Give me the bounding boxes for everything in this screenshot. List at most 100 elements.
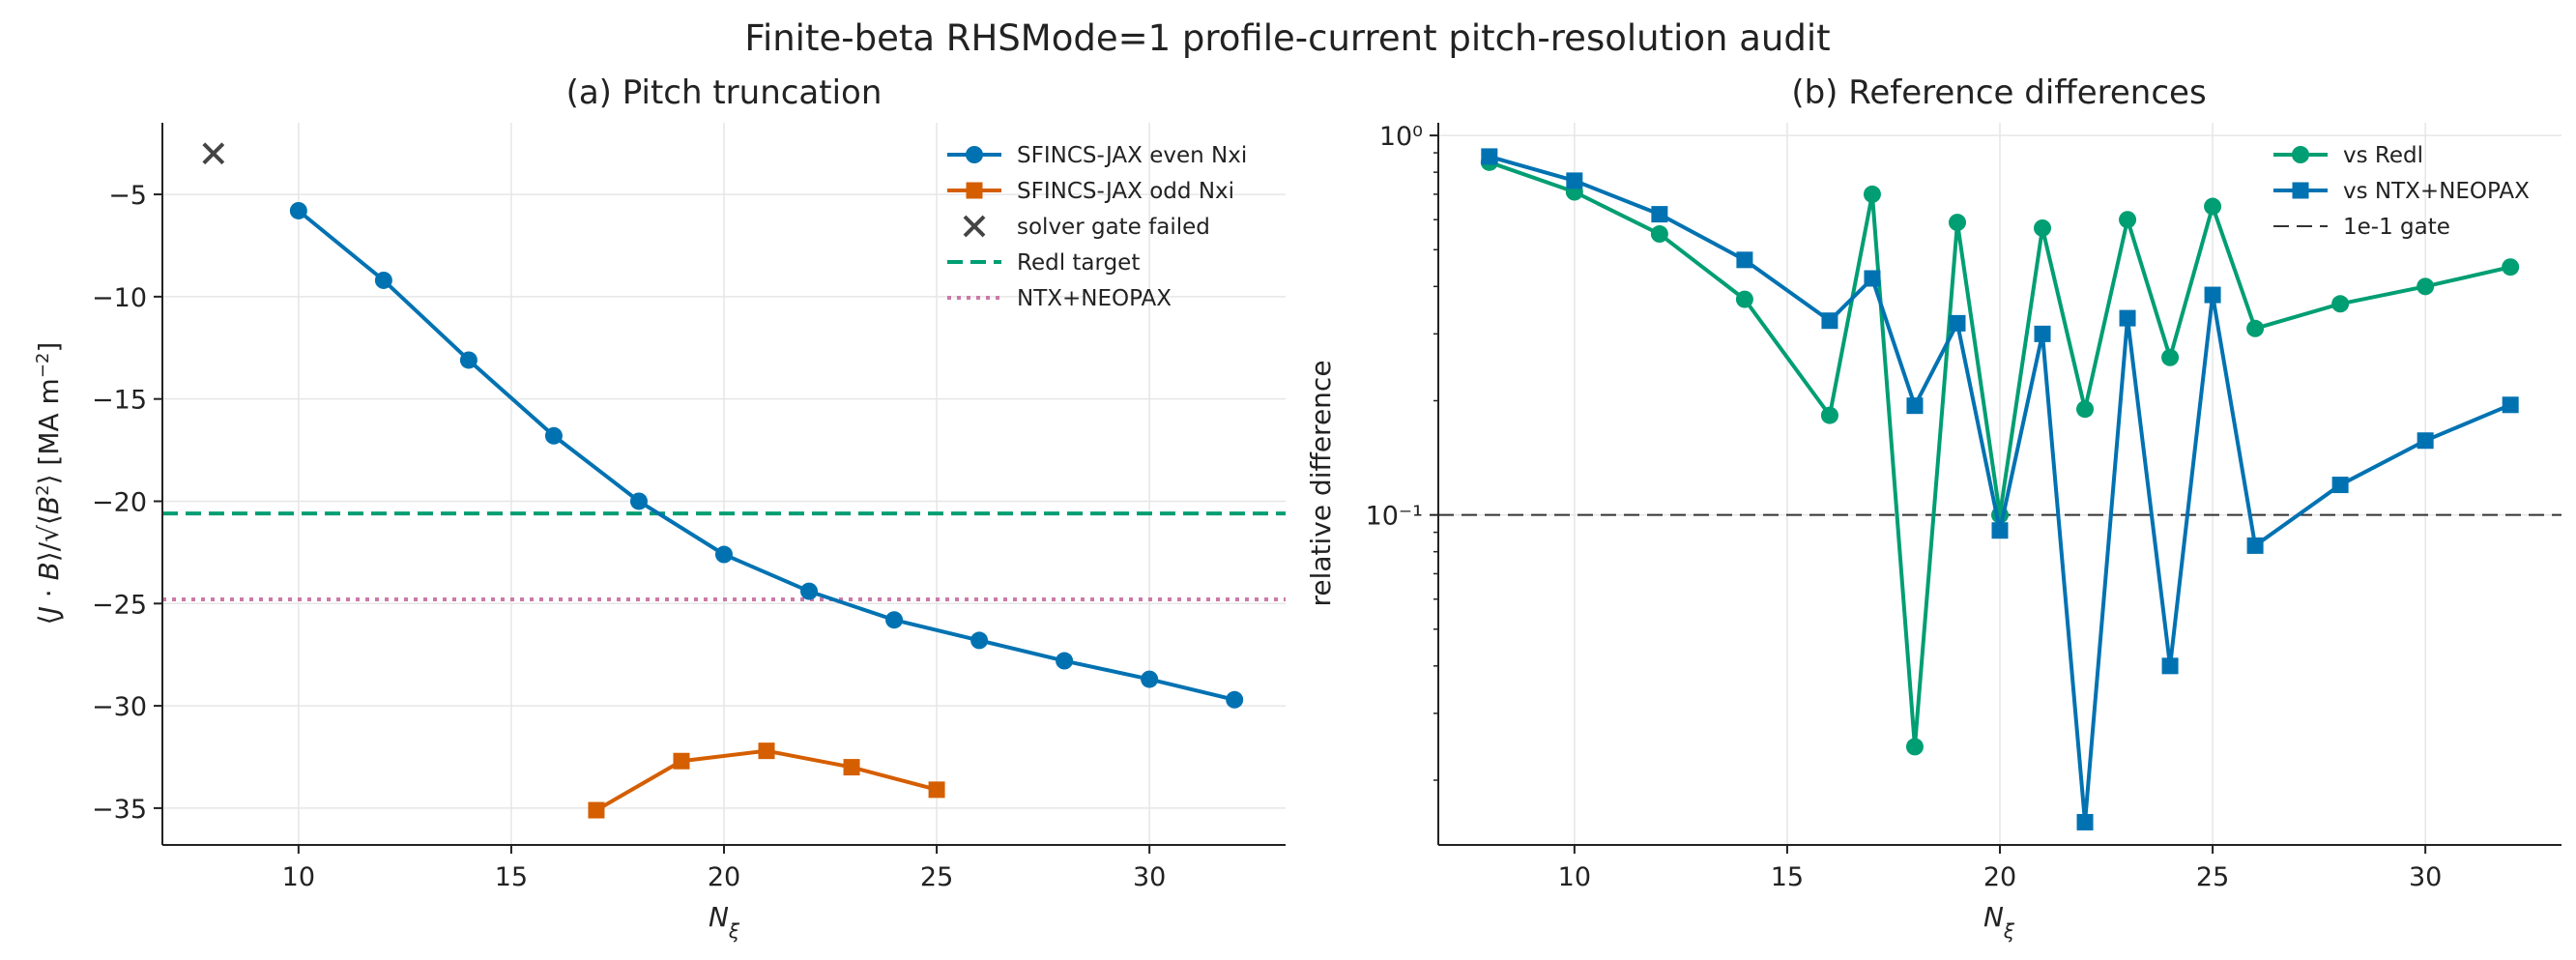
x-marker-stroke <box>963 215 986 238</box>
y-tick-label: −35 <box>92 795 147 825</box>
panel-a-series <box>202 142 1244 819</box>
data-point <box>885 611 904 629</box>
data-point <box>1905 738 1924 756</box>
legend-item-sfincs-jax-even-nxi: SFINCS-JAX even Nxi <box>947 143 1247 168</box>
data-point <box>544 426 563 445</box>
panel-b-x-axis-label: Nξ <box>1983 901 2015 943</box>
x-tick-label: 25 <box>2196 862 2229 892</box>
series-solver-gate-failed <box>202 142 225 165</box>
panel-a-legend: SFINCS-JAX even Nxi SFINCS-JAX odd Nxi sol… <box>947 143 1247 311</box>
legend-label: NTX+NEOPAX <box>1017 286 1172 311</box>
legend-label: 1e-1 gate <box>2343 215 2450 240</box>
legend-label: vs Redl <box>2343 143 2423 168</box>
series-line <box>1489 160 2511 749</box>
data-point <box>2034 218 2052 237</box>
data-point <box>1735 290 1753 308</box>
data-point <box>1566 172 1583 189</box>
x-tick-label: 15 <box>495 862 528 892</box>
data-point <box>1821 312 1838 330</box>
data-point <box>1948 214 1966 232</box>
panel-b-ticks: 10 15 20 25 30 10⁰ 10⁻¹ <box>1366 122 2443 892</box>
legend-swatch-marker <box>963 215 986 238</box>
data-point <box>758 742 775 760</box>
y-tick-label: −10 <box>92 283 147 313</box>
legend-item-vs-redl: vs Redl <box>2273 143 2423 168</box>
data-point <box>2034 325 2051 342</box>
y-tick-label: −30 <box>92 692 147 722</box>
data-point <box>2161 657 2179 675</box>
panel-a-ticks: 10 15 20 25 30 −5 −10 −15 −20 −25 −30 −35 <box>92 181 1166 892</box>
panel-a-reference-lines <box>162 511 1286 602</box>
data-point <box>1736 251 1753 269</box>
data-point <box>673 752 690 770</box>
legend-swatch-marker <box>966 146 983 163</box>
y-tick-label: −20 <box>92 487 147 517</box>
data-point <box>1991 522 2009 539</box>
data-point <box>1056 652 1074 670</box>
data-point <box>374 271 392 289</box>
panel-b-series <box>1480 148 2520 830</box>
data-point <box>459 351 478 369</box>
data-point <box>928 781 945 799</box>
panel-a: (a) Pitch truncation 10 15 20 25 30 −5 −10 −15 −… <box>33 73 1286 943</box>
data-point <box>800 582 819 600</box>
legend-item-redl-target: Redl target <box>947 250 1140 276</box>
legend-swatch-marker <box>2292 146 2309 163</box>
legend-label: SFINCS-JAX odd Nxi <box>1017 179 1234 204</box>
data-point <box>2417 277 2435 296</box>
data-point <box>1820 406 1838 424</box>
panel-a-grid <box>162 123 1286 845</box>
data-point <box>1906 397 1924 415</box>
data-point <box>2417 432 2434 450</box>
figure-title: Finite-beta RHSMode=1 profile-current pi… <box>744 17 1830 59</box>
data-point <box>2502 258 2520 276</box>
data-point <box>1651 206 1668 223</box>
data-point <box>2246 537 2264 554</box>
panel-a-y-axis-label: ⟨J · B⟩/√⟨B2⟩ [MA m−2] <box>33 342 66 625</box>
series-vs-ntx-neopax <box>1481 148 2519 830</box>
series-sfincs-jax-even-nxi <box>289 201 1244 709</box>
data-point <box>843 759 860 776</box>
series-line <box>1489 154 2511 825</box>
legend-item-sfincs-jax-odd-nxi: SFINCS-JAX odd Nxi <box>947 179 1234 204</box>
legend-item-solver-gate-failed: solver gate failed <box>963 215 1210 240</box>
panel-b-title: (b) Reference differences <box>1791 73 2206 112</box>
y-tick-label: −25 <box>92 590 147 620</box>
panel-b-y-axis-label: relative difference <box>1305 360 1337 606</box>
y-tick-label: −5 <box>108 181 147 211</box>
legend-swatch-marker <box>2292 182 2309 199</box>
y-tick-label: 10⁻¹ <box>1366 502 1423 532</box>
x-tick-label: 25 <box>920 862 953 892</box>
panel-a-x-axis-label: Nξ <box>709 901 740 943</box>
data-point <box>2119 309 2136 327</box>
legend-label: SFINCS-JAX even Nxi <box>1017 143 1247 168</box>
x-tick-label: 30 <box>2409 862 2442 892</box>
data-point <box>2204 197 2222 216</box>
x-tick-label: 20 <box>708 862 740 892</box>
x-marker-stroke <box>202 142 225 165</box>
data-point <box>1864 270 1881 287</box>
legend-label: Redl target <box>1017 250 1140 276</box>
data-point <box>629 492 648 510</box>
x-tick-label: 15 <box>1771 862 1804 892</box>
data-point <box>970 631 989 650</box>
data-point <box>2502 396 2519 414</box>
data-point <box>289 201 307 219</box>
y-tick-label: 10⁰ <box>1379 122 1423 152</box>
data-point <box>1481 148 1498 165</box>
x-tick-label: 20 <box>1983 862 2016 892</box>
legend-label: vs NTX+NEOPAX <box>2343 179 2530 204</box>
data-point <box>1863 185 1881 203</box>
data-point <box>1650 225 1668 244</box>
legend-item-1e-1-gate: 1e-1 gate <box>2273 215 2450 240</box>
legend-label: solver gate failed <box>1017 215 1210 240</box>
data-point <box>2204 286 2221 304</box>
series-line <box>594 748 938 812</box>
data-point <box>1226 690 1244 709</box>
legend-swatch-marker <box>966 182 983 199</box>
data-point <box>2246 319 2265 337</box>
data-point <box>1949 314 1966 332</box>
data-point <box>2331 477 2349 494</box>
data-point <box>2076 400 2095 419</box>
